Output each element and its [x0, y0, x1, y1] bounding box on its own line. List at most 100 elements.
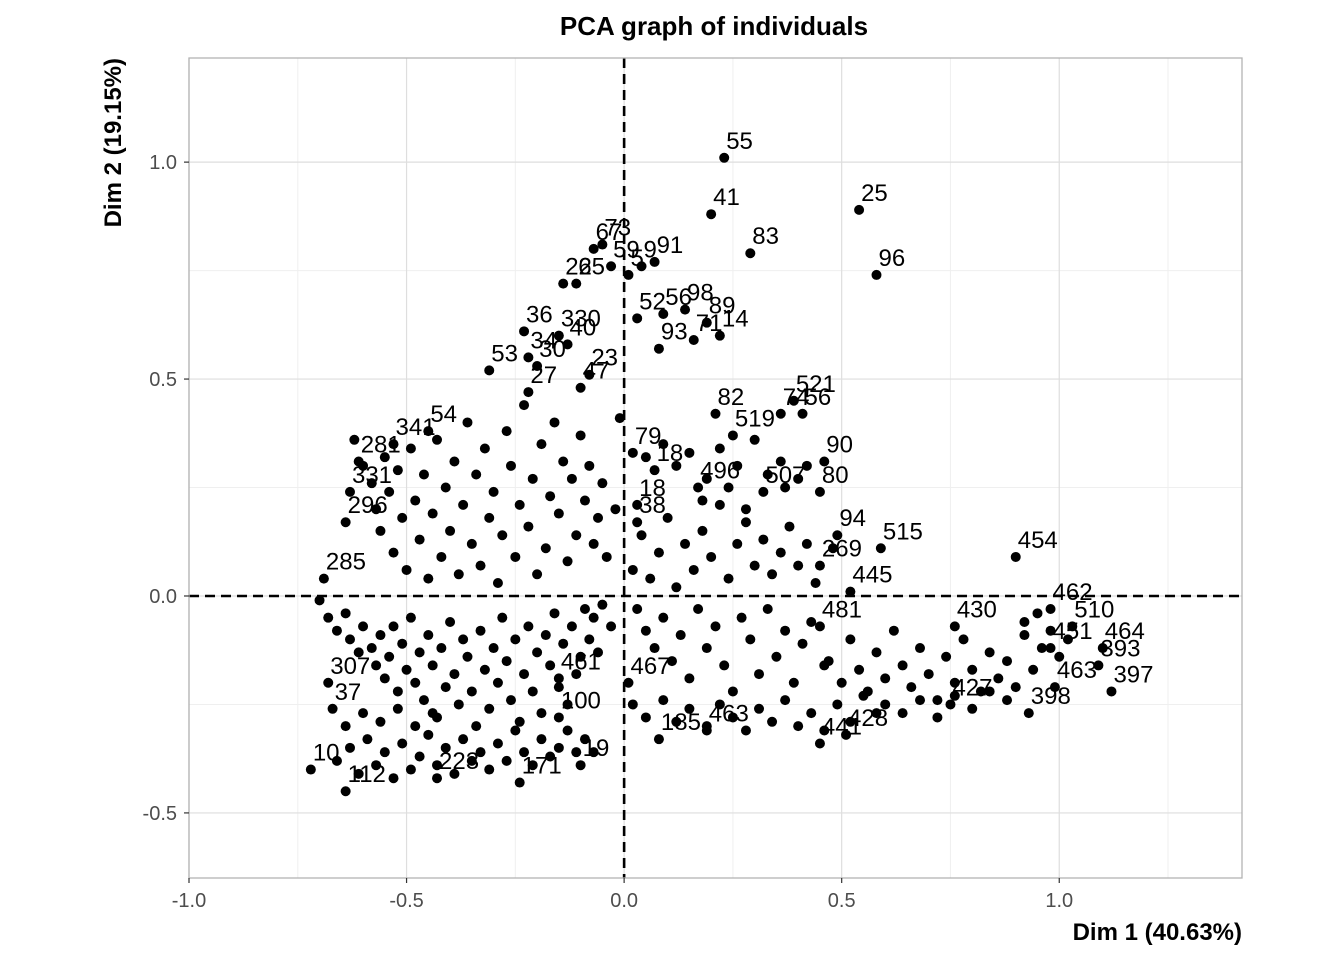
data-point [754, 669, 765, 680]
data-point [1002, 695, 1013, 706]
x-tick-label: 1.0 [1045, 890, 1073, 912]
point-label: 496 [700, 458, 740, 485]
data-point [575, 430, 586, 441]
data-point [915, 643, 926, 654]
point-label: 510 [1074, 596, 1114, 623]
data-point [484, 764, 495, 775]
data-point [575, 382, 586, 393]
point-label: 427 [952, 674, 992, 701]
data-point [392, 686, 403, 697]
data-point [523, 621, 534, 632]
data-point [340, 786, 351, 797]
data-point [575, 651, 586, 662]
data-point [1106, 686, 1117, 697]
point-label: 515 [883, 518, 923, 545]
data-point [584, 369, 595, 380]
data-point [366, 643, 377, 654]
data-point [675, 630, 686, 641]
point-label: 91 [657, 232, 684, 259]
data-point [344, 742, 355, 753]
data-point [645, 573, 656, 584]
data-point [640, 625, 651, 636]
data-point [714, 499, 725, 510]
point-label: 25 [861, 180, 888, 207]
point-label: 393 [1100, 635, 1140, 662]
plot-border [188, 57, 1243, 879]
data-point [492, 738, 503, 749]
data-point [588, 538, 599, 549]
data-point [601, 551, 612, 562]
data-point [727, 686, 738, 697]
data-point [666, 656, 677, 667]
data-point [397, 512, 408, 523]
data-point [632, 604, 643, 615]
data-point [371, 760, 382, 771]
data-point [932, 695, 943, 706]
data-point [505, 695, 516, 706]
data-point [588, 243, 599, 254]
data-point [527, 686, 538, 697]
data-point [432, 773, 443, 784]
data-point [545, 660, 556, 671]
data-point [410, 677, 421, 688]
data-point [353, 768, 364, 779]
data-point [684, 673, 695, 684]
data-point [749, 560, 760, 571]
data-point [597, 599, 608, 610]
data-point [384, 486, 395, 497]
data-point [558, 456, 569, 467]
data-point [801, 538, 812, 549]
data-point [697, 525, 708, 536]
data-point [897, 708, 908, 719]
data-point [1049, 682, 1060, 693]
point-label: 59 [613, 236, 640, 263]
data-point [749, 434, 760, 445]
data-point [418, 695, 429, 706]
data-point [562, 699, 573, 710]
x-tick-label: 0.5 [828, 890, 856, 912]
data-point [453, 569, 464, 580]
data-point [545, 751, 556, 762]
data-point [388, 773, 399, 784]
data-point [1045, 643, 1056, 654]
data-point [331, 625, 342, 636]
point-label: 451 [1053, 618, 1093, 645]
point-label: 463 [1057, 657, 1097, 684]
data-point [584, 460, 595, 471]
data-point [732, 460, 743, 471]
data-point [436, 551, 447, 562]
data-point [488, 486, 499, 497]
data-point [558, 638, 569, 649]
data-point [658, 308, 669, 319]
data-point [727, 430, 738, 441]
data-point [353, 456, 364, 467]
data-point [553, 742, 564, 753]
data-point [427, 708, 438, 719]
point-label: 56 [665, 284, 692, 311]
data-point [471, 721, 482, 732]
data-point [727, 712, 738, 723]
data-point [627, 564, 638, 575]
data-point [706, 551, 717, 562]
data-point [344, 634, 355, 645]
point-label: 23 [591, 345, 618, 372]
data-point [484, 703, 495, 714]
point-label: 80 [822, 462, 849, 489]
point-label: 285 [326, 549, 366, 576]
data-point [1036, 643, 1047, 654]
data-point [627, 447, 638, 458]
data-point [532, 361, 543, 372]
data-point [510, 634, 521, 645]
data-point [671, 716, 682, 727]
point-label: 47 [583, 358, 610, 385]
data-point [519, 747, 530, 758]
data-point [1097, 643, 1108, 654]
point-label: 481 [822, 596, 862, 623]
data-point [688, 564, 699, 575]
data-point [671, 460, 682, 471]
data-point [975, 686, 986, 697]
point-label: 34 [530, 327, 557, 354]
data-point [841, 729, 852, 740]
data-point [701, 317, 712, 328]
